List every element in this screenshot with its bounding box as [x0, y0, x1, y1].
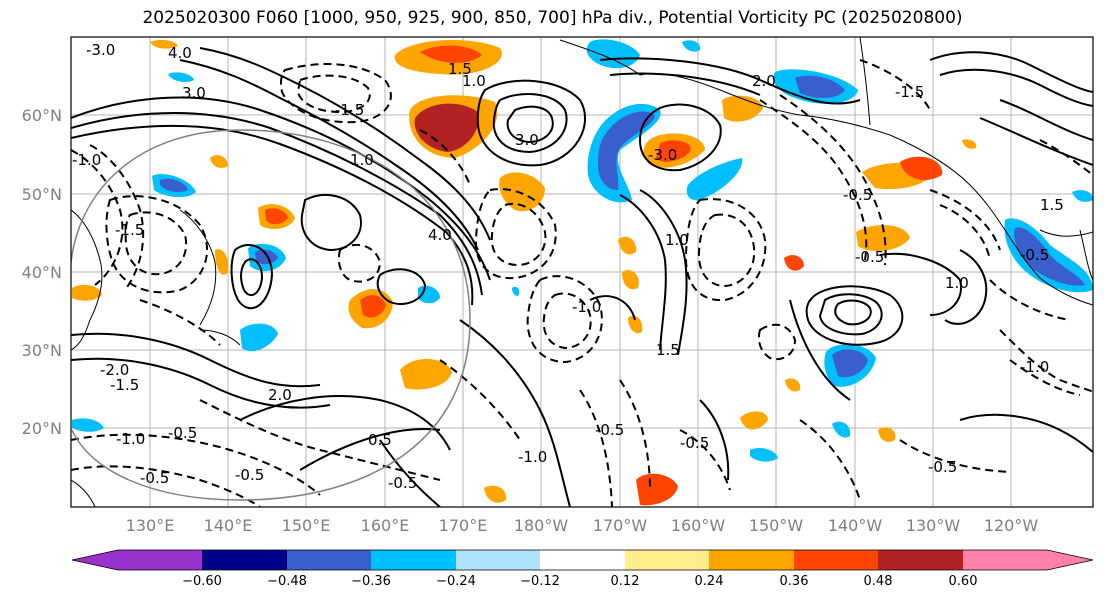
colorbar-segment — [794, 550, 878, 570]
map-frame — [70, 36, 1094, 508]
lat-label: 40°N — [22, 263, 62, 282]
contour-label: 1.0 — [945, 274, 969, 292]
map-title: 2025020300 F060 [1000, 950, 925, 900, 85… — [142, 8, 963, 28]
colorbar-segments — [71, 549, 1094, 571]
colorbar-segment — [371, 550, 456, 570]
contour-label: 2.0 — [752, 72, 776, 90]
contour-label: 1.5 — [448, 60, 472, 78]
contour-label: 3.0 — [182, 84, 206, 102]
longitude-labels: 130°E 140°E 150°E 160°E 170°E 180°W 170°… — [126, 516, 1039, 535]
contour-label: -1.5 — [115, 221, 144, 239]
colorbar-segment — [540, 550, 625, 570]
lon-label: 140°E — [204, 516, 253, 535]
colorbar-tick-label: 0.12 — [611, 574, 640, 589]
lon-label: 180°W — [514, 516, 569, 535]
contour-labels: -3.0 4.0 3.0 1.5 1.0 -1.5 3.0 -3.0 2.0 -… — [72, 41, 1064, 492]
lon-label: 170°E — [439, 516, 488, 535]
lon-label: 160°E — [361, 516, 410, 535]
lon-label: 170°W — [593, 516, 648, 535]
lat-label: 20°N — [22, 419, 62, 438]
contour-label: 1.5 — [1040, 196, 1064, 214]
highlight-circle — [71, 129, 471, 501]
colorbar-tick-label: 0.36 — [780, 574, 809, 589]
contour-label: 4.0 — [168, 44, 192, 62]
colorbar-tick-label: −0.60 — [182, 574, 222, 589]
contour-label: -2.0 — [100, 361, 129, 379]
colorbar-segment — [709, 550, 794, 570]
colorbar: −0.60 −0.48 −0.36 −0.24 −0.12 0.12 0.24 … — [71, 549, 1094, 589]
contour-label: 1.0 — [462, 72, 486, 90]
colorbar-tick-label: −0.48 — [267, 574, 307, 589]
colorbar-segment — [963, 550, 1093, 570]
lon-label: 150°E — [282, 516, 331, 535]
contour-label: 4.0 — [428, 226, 452, 244]
contour-label: 2.0 — [268, 386, 292, 404]
contour-label: 1.0 — [665, 231, 689, 249]
colorbar-segment — [287, 550, 371, 570]
lat-label: 30°N — [22, 341, 62, 360]
contour-label: -1.5 — [110, 376, 139, 394]
contour-label: -0.5 — [1020, 246, 1049, 264]
lon-label: 120°W — [984, 516, 1039, 535]
lat-label: 60°N — [22, 106, 62, 125]
lat-label: 50°N — [22, 185, 62, 204]
colorbar-tick-label: −0.24 — [436, 574, 476, 589]
colorbar-tick-label: 0.60 — [949, 574, 978, 589]
lon-label: 140°W — [828, 516, 883, 535]
latitude-labels: 60°N 50°N 40°N 30°N 20°N — [22, 106, 62, 438]
contour-label: 3.0 — [515, 131, 539, 149]
colorbar-ticks: −0.60 −0.48 −0.36 −0.24 −0.12 0.12 0.24 … — [182, 574, 977, 589]
colorbar-segment — [625, 550, 709, 570]
lon-label: 130°E — [126, 516, 175, 535]
contour-label: -1.0 — [72, 151, 101, 169]
contour-label: 1.0 — [350, 151, 374, 169]
contour-label: -0.5 — [680, 434, 709, 452]
contour-label: -0.5 — [235, 466, 264, 484]
divergence-shading — [72, 39, 1093, 506]
contour-label: -0.5 — [388, 474, 417, 492]
contour-label: -1.5 — [895, 83, 924, 101]
colorbar-segment — [878, 550, 963, 570]
contour-label: 1.5 — [656, 341, 680, 359]
lon-label: 150°W — [749, 516, 804, 535]
contour-label: 0.5 — [368, 431, 392, 449]
contour-label: -0.5 — [168, 424, 197, 442]
contour-label: -3.0 — [648, 146, 677, 164]
contour-label: -0.5 — [595, 421, 624, 439]
colorbar-tick-label: 0.24 — [695, 574, 724, 589]
colorbar-tick-label: −0.12 — [520, 574, 560, 589]
contour-label: -0.5 — [928, 458, 957, 476]
colorbar-segment — [456, 550, 540, 570]
contour-label: -1.0 — [116, 430, 145, 448]
lon-label: 160°W — [671, 516, 726, 535]
contour-label: -0.5 — [855, 248, 884, 266]
contour-label: -1.5 — [335, 101, 364, 119]
contour-label: -1.0 — [1020, 358, 1049, 376]
lon-label: 130°W — [906, 516, 961, 535]
contour-label: -3.0 — [86, 41, 115, 59]
colorbar-outline — [71, 549, 1094, 571]
colorbar-segment — [72, 550, 202, 570]
contour-label: -1.0 — [572, 298, 601, 316]
colorbar-segment — [202, 550, 287, 570]
colorbar-tick-label: 0.48 — [864, 574, 893, 589]
contour-label: -0.5 — [843, 186, 872, 204]
contour-label: -1.0 — [518, 448, 547, 466]
colorbar-tick-label: −0.36 — [351, 574, 391, 589]
coastlines — [71, 37, 1093, 507]
contour-label: -0.5 — [140, 469, 169, 487]
